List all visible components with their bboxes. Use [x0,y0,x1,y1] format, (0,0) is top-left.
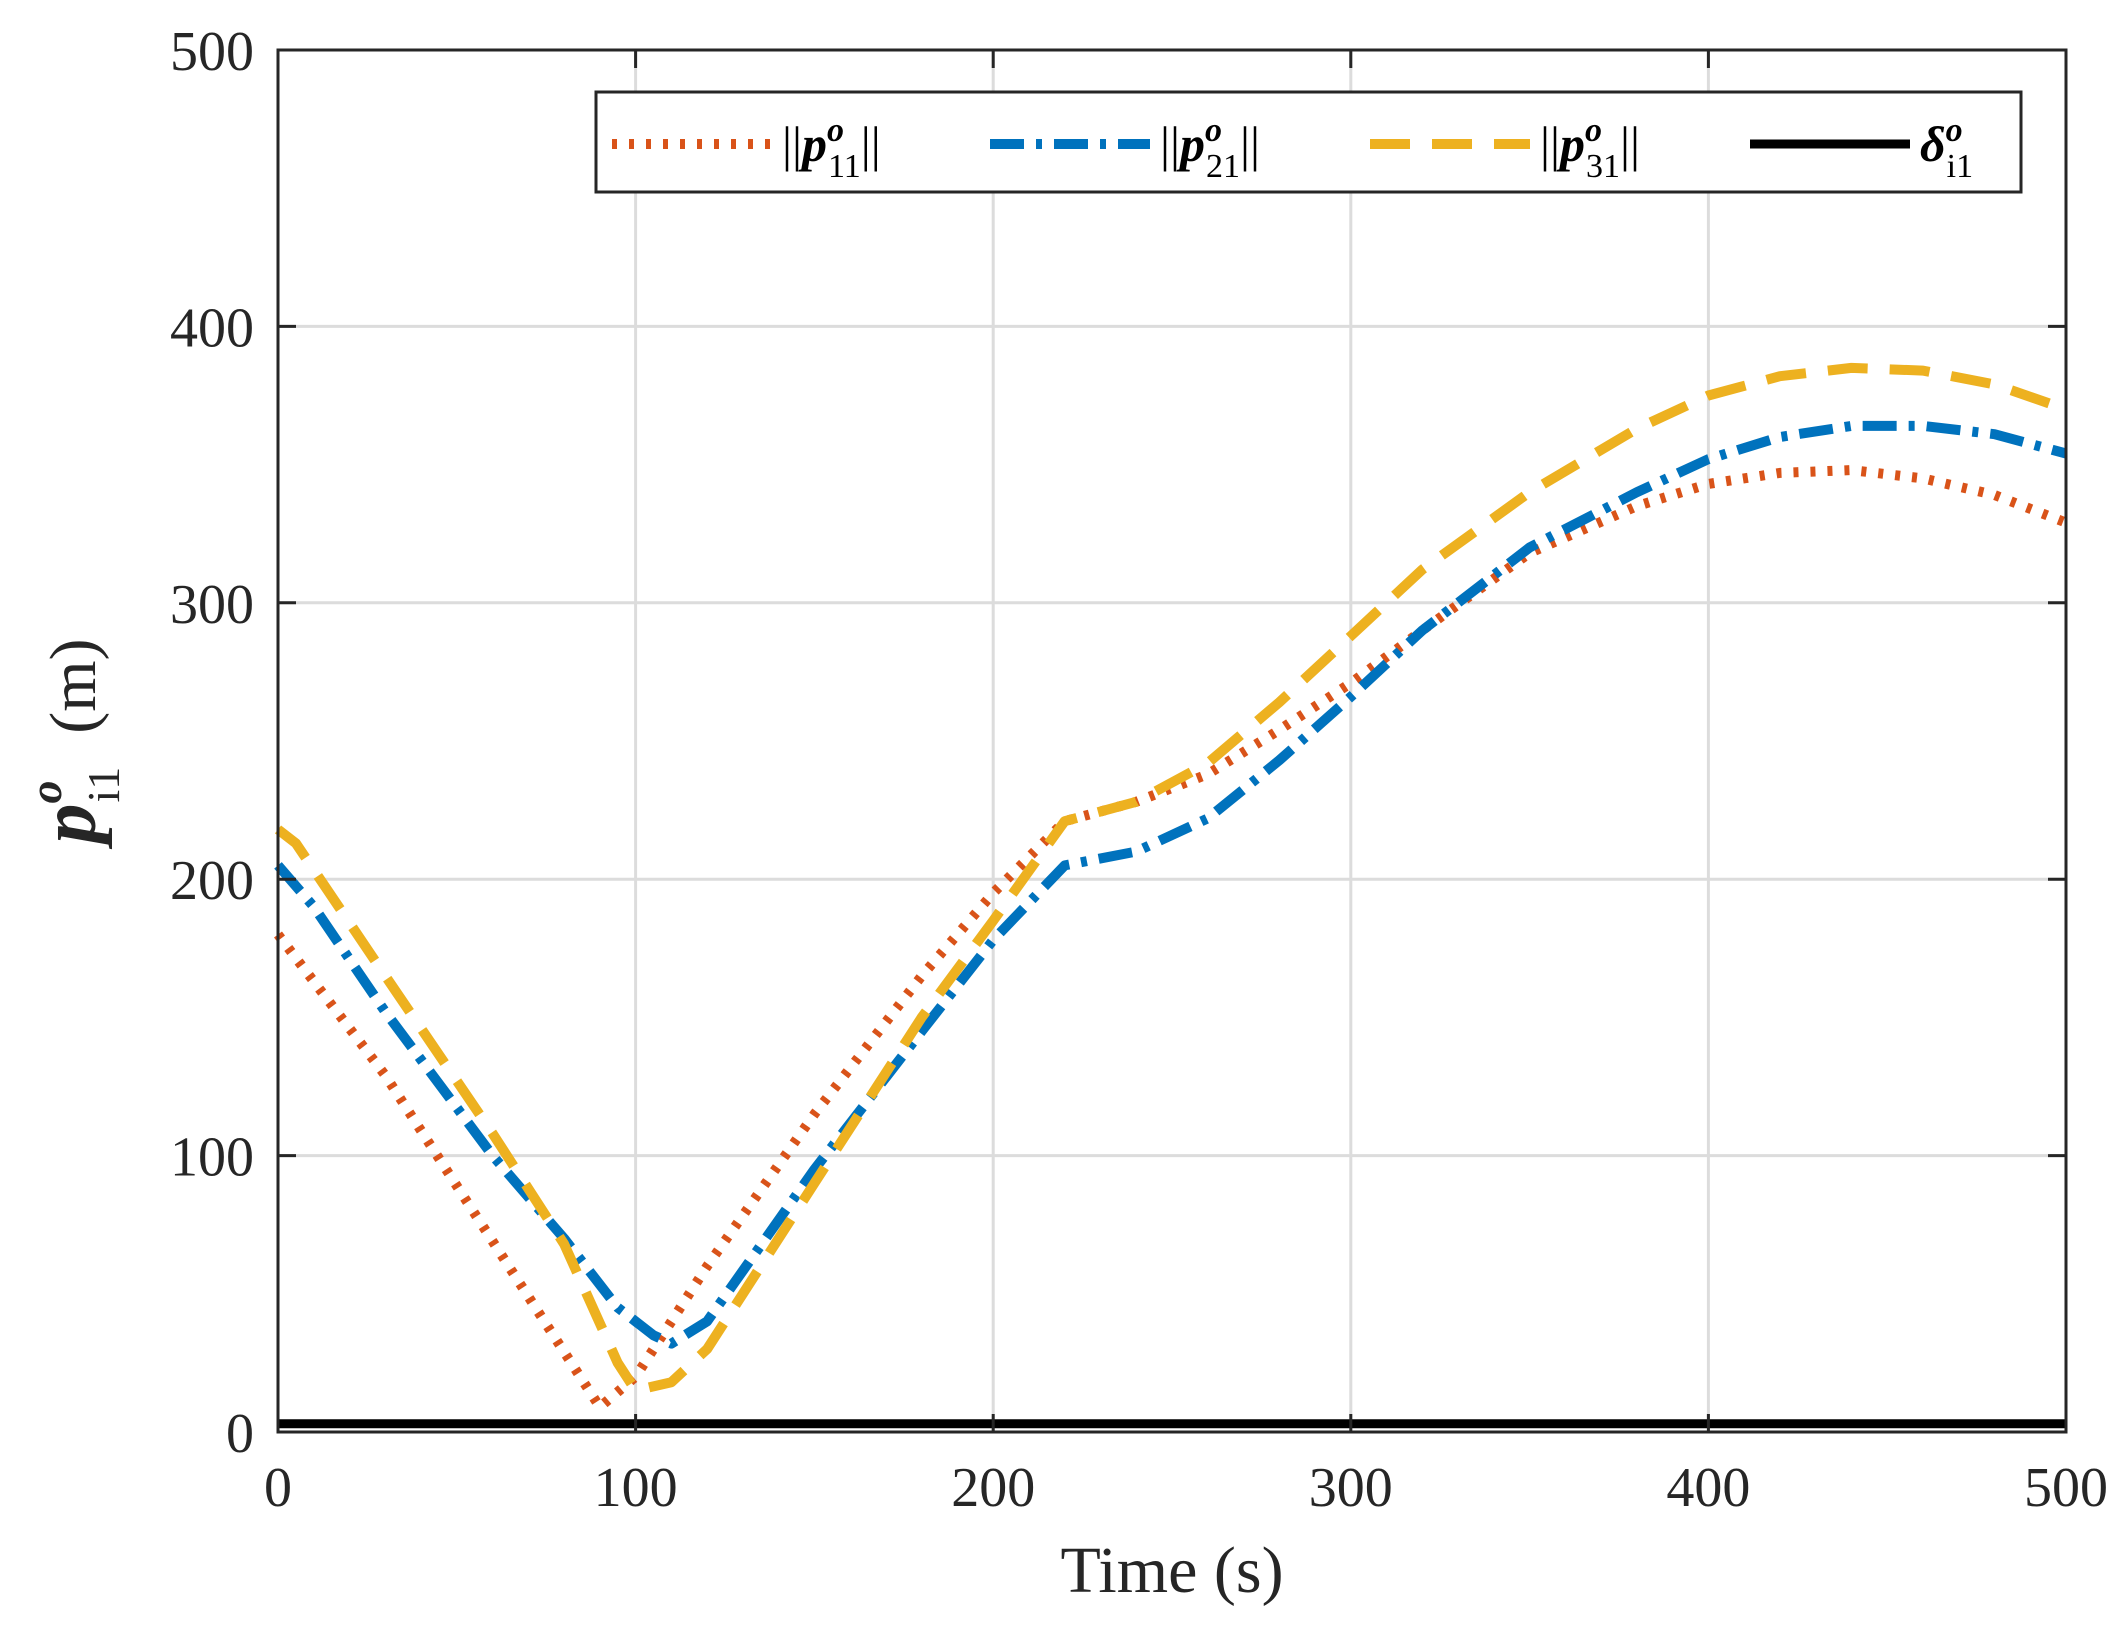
y-tick-label: 300 [170,574,254,636]
y-tick-label: 0 [226,1403,254,1465]
plot-frame [276,48,2068,1434]
legend-subscript: 11 [828,148,861,185]
y-tick-label: 500 [170,21,254,83]
legend-symbol: p [1556,116,1585,172]
x-tick-label: 0 [264,1457,292,1519]
x-tick-label: 500 [2024,1457,2108,1519]
legend-symbol: p [798,116,827,172]
legend-superscript: o [1946,112,1963,149]
legend-prefix: || [1160,116,1180,172]
legend-symbol: p [1176,116,1205,172]
y-axis-unit: (m) [37,638,110,733]
x-axis-title: Time (s) [1060,1534,1283,1607]
legend-entry-3: ||po 31|| [1370,112,1640,185]
y-axis-superscript: o [20,781,71,804]
legend-superscript: o [1585,112,1602,149]
y-tick-label: 400 [170,297,254,359]
legend-symbol: δ [1920,116,1946,172]
y-axis-title: po i1 (m) [20,638,129,849]
legend-subscript: i1 [1947,148,1973,185]
legend-superscript: o [827,112,844,149]
legend-entry-1: ||po 11|| [612,112,881,185]
legend-subscript: 21 [1206,148,1240,185]
series-layer [274,362,2068,1429]
legend-label-2: ||po 21|| [1160,112,1260,185]
legend-entry-2: ||po 21|| [990,112,1260,185]
legend-prefix: || [782,116,802,172]
grid [276,48,2068,1434]
legend-suffix: || [861,116,881,172]
legend-subscript: 31 [1586,148,1620,185]
tick-labels: 0 100 200 300 400 500 0 100 200 300 400 500 [170,21,2108,1519]
legend-label-1: ||po 11|| [782,112,881,185]
y-axis-title-text: po i1 (m) [20,638,129,849]
x-tick-label: 200 [951,1457,1035,1519]
y-tick-label: 200 [170,850,254,912]
x-tick-label: 400 [1666,1457,1750,1519]
x-tick-label: 300 [1309,1457,1393,1519]
series-line-3 [274,362,2068,1396]
axes [276,48,2068,1434]
x-tick-label: 100 [594,1457,678,1519]
legend-superscript: o [1205,112,1222,149]
legend-entry-4: δo i1 [1750,112,1973,185]
series-line-2 [274,420,2068,1349]
y-axis-spacer [37,734,110,767]
legend-label-3: ||po 31|| [1540,112,1640,185]
y-axis-symbol: p [25,804,113,850]
legend-suffix: || [1240,116,1260,172]
legend: ||po 11|| ||po 21|| ||po 31|| δo i1 [594,90,2023,194]
legend-label-4: δo i1 [1920,112,1973,185]
legend-suffix: || [1620,116,1640,172]
y-tick-label: 100 [170,1127,254,1189]
y-axis-subscript: i1 [78,767,129,803]
legend-prefix: || [1540,116,1560,172]
